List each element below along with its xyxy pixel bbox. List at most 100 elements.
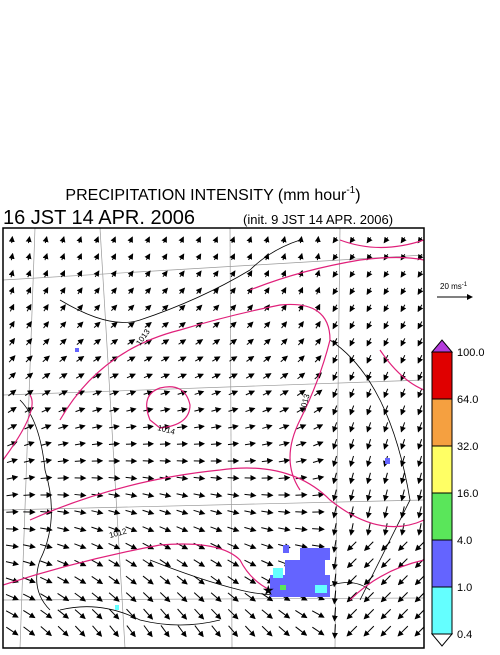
wind-arrow (295, 545, 307, 548)
wind-arrow (62, 254, 64, 260)
wind-arrow (213, 340, 220, 345)
wind-arrow (112, 271, 116, 277)
wind-arrow (227, 544, 238, 549)
wind-arrow (264, 322, 269, 328)
wind-arrow (111, 340, 118, 345)
wind-arrow (263, 408, 272, 412)
wind-arrow (398, 626, 408, 636)
wind-arrow (91, 511, 102, 514)
wind-arrow (279, 443, 289, 446)
wind-arrow (96, 237, 98, 243)
wind-arrow (144, 609, 153, 619)
wind-arrow (333, 422, 336, 431)
wind-arrow (28, 271, 30, 277)
wind-arrow (44, 322, 49, 328)
wind-arrow (74, 527, 85, 530)
wind-arrow (45, 237, 46, 243)
wind-arrow (212, 626, 221, 637)
wind-arrow (418, 456, 421, 466)
wind-arrow (27, 288, 30, 295)
wind-arrow (246, 391, 254, 395)
wind-arrow (313, 477, 324, 479)
wind-arrow (334, 523, 336, 535)
wind-arrow (110, 391, 119, 394)
wind-arrow (40, 577, 51, 582)
wind-arrow (196, 340, 203, 345)
init-time: (init. 9 JST 14 APR. 2006) (243, 212, 393, 227)
wind-arrow (231, 288, 235, 294)
wind-arrow (23, 594, 35, 600)
wind-arrow (315, 356, 321, 362)
wind-arrow (177, 527, 188, 532)
wind-arrow (401, 288, 405, 294)
wind-arrow (179, 305, 184, 310)
wind-arrow (160, 527, 171, 532)
wind-arrow (194, 593, 204, 602)
wind-arrow (350, 355, 354, 363)
wind-arrow (350, 389, 353, 397)
wind-arrow (280, 391, 288, 396)
title-close: ) (355, 187, 360, 204)
wind-arrow (110, 626, 119, 637)
wind-arrow (278, 511, 289, 512)
wind-arrow (11, 288, 14, 295)
wind-arrow (78, 271, 81, 277)
wind-arrow (62, 237, 64, 243)
wind-arrow (143, 510, 154, 513)
wind-arrow (42, 391, 50, 396)
wind-arrow (262, 610, 272, 618)
wind-arrow (109, 593, 119, 602)
wind-arrow (312, 529, 324, 530)
wind-arrow (385, 473, 388, 483)
wind-arrow (333, 456, 336, 466)
wind-arrow (364, 626, 374, 636)
wind-arrow (418, 338, 422, 345)
wind-arrow (74, 544, 85, 548)
wind-arrow (368, 473, 371, 483)
wind-arrow (317, 254, 318, 260)
wind-arrow (126, 477, 137, 478)
wind-arrow (247, 339, 253, 344)
wind-arrow (160, 461, 170, 462)
wind-arrow (350, 322, 354, 329)
wind-arrow (333, 305, 337, 312)
wind-arrow (144, 626, 152, 637)
wind-arrow (197, 288, 202, 293)
precipitation (75, 348, 390, 597)
wind-arrow (368, 490, 371, 501)
colorbar-label: 16.0 (457, 488, 478, 500)
wind-arrow (231, 254, 234, 260)
wind-arrow (298, 356, 304, 362)
wind-arrow (93, 357, 100, 362)
wind-arrow (313, 459, 323, 462)
wind-arrow (229, 374, 237, 378)
wind-arrow (215, 237, 218, 243)
wind-arrow (333, 237, 337, 242)
wind-arrow (24, 442, 34, 445)
wind-arrow (279, 460, 289, 462)
wind-arrow (77, 357, 84, 362)
wind-arrow (351, 473, 354, 483)
wind-arrow (245, 577, 256, 584)
wind-arrow (163, 288, 168, 293)
wind-arrow (160, 494, 171, 497)
wind-arrow (244, 494, 255, 495)
wind-arrow (79, 237, 81, 243)
wind-arrow (419, 473, 422, 483)
wind-arrow (28, 254, 30, 260)
wind-arrow (194, 444, 204, 445)
wind-arrow (261, 560, 272, 565)
wind-arrow (230, 322, 236, 327)
wind-arrow (333, 406, 336, 415)
wind-arrow (196, 305, 201, 310)
wind-arrow (245, 461, 255, 462)
wind-arrow (280, 408, 289, 412)
wind-arrow (384, 439, 387, 449)
wind-arrow (228, 478, 239, 479)
wind-arrow (143, 494, 154, 496)
wind-arrow (127, 357, 134, 361)
wind-arrow (146, 254, 149, 260)
wind-arrow (211, 560, 222, 566)
wind-arrow (398, 592, 407, 601)
wind-arrow (160, 560, 170, 567)
